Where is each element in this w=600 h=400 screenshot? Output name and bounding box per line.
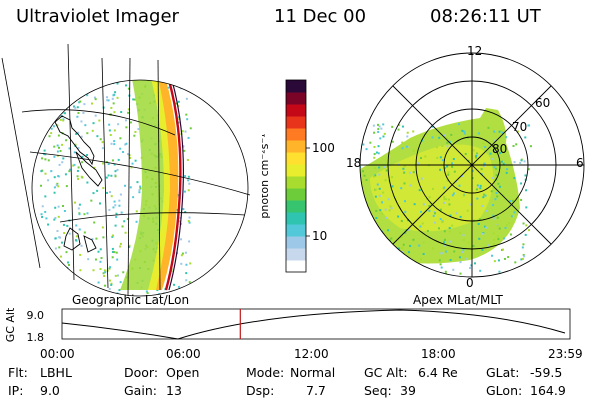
colorbar-segment [286,176,306,189]
colorbar-segment [286,128,306,141]
timeline-ytick-high: 9.0 [27,309,45,322]
mode-value: Normal [290,365,336,380]
geographic-emission [32,80,248,296]
glat-label: GLat: [486,365,520,380]
mlat-label-60: 60 [535,96,551,110]
colorbar-segment [286,212,306,225]
colorbar-segment [286,164,306,177]
mode-label: Mode: [246,365,285,380]
colorbar-segment [286,116,306,129]
gain-label: Gain: [124,383,157,398]
glon-label: GLon: [486,383,523,398]
right-panel-label: Apex MLat/MLT [413,293,503,307]
seq-value: 39 [400,383,416,398]
colorbar-segment [286,200,306,213]
gcalt-label: GC Alt: [364,365,408,380]
dsp-value: 7.7 [306,383,326,398]
polar-grid [359,52,585,278]
colorbar-segment [286,236,306,249]
coastline [54,115,103,253]
timeline-plot: GC Alt 9.0 1.8 [4,307,571,344]
filter-value: LBHL [40,365,72,380]
colorbar-segment [286,104,306,117]
colorbar: photon cm⁻²s⁻¹ [262,79,310,273]
timeline-xtick-1800: 18:00 [421,347,456,361]
colorbar-segment [286,140,306,153]
left-panel-label: Geographic Lat/Lon [72,293,190,307]
colorbar-segment [286,80,306,93]
colorbar-strip [286,80,306,273]
time-label: 08:26:11 UT [430,6,541,27]
mlat-label-70: 70 [512,120,528,134]
mlt-label-12: 12 [467,44,483,58]
polar-plot [359,52,585,278]
colorbar-tick-10: 10 [312,229,328,243]
door-value: Open [166,365,200,380]
colorbar-unit-label: photon cm⁻²s⁻¹ [262,133,271,218]
colorbar-segment [286,188,306,201]
timeline-xtick-0600: 06:00 [166,347,201,361]
seq-label: Seq: [364,383,392,398]
ip-label: IP: [8,383,24,398]
glon-value: 164.9 [530,383,566,398]
timeline-xtick-2359: 23:59 [548,347,583,361]
colorbar-segment [286,248,306,261]
timeline-ytick-low: 1.8 [27,331,45,344]
gain-value: 13 [166,383,182,398]
mlt-label-0: 0 [466,276,474,290]
geographic-image [1,43,251,297]
colorbar-segment [286,224,306,237]
dsp-label: Dsp: [246,383,275,398]
gcalt-value: 6.4 Re [418,365,458,380]
colorbar-segment [286,260,306,273]
filter-label: Flt: [8,365,28,380]
date-label: 11 Dec 00 [274,6,367,27]
door-label: Door: [124,365,159,380]
mlt-label-18: 18 [346,156,362,170]
glat-value: -59.5 [530,365,563,380]
timeline-xtick-1200: 12:00 [294,347,329,361]
timeline-xtick-0000: 00:00 [40,347,75,361]
colorbar-segment [286,92,306,105]
mlt-label-6: 6 [576,156,584,170]
instrument-title: Ultraviolet Imager [16,6,179,27]
colorbar-tick-100: 100 [312,141,335,155]
timeline-ylabel: GC Alt [4,307,17,342]
colorbar-segment [286,152,306,165]
graticule [1,43,251,297]
mlat-label-80: 80 [492,142,508,156]
ip-value: 9.0 [40,383,60,398]
